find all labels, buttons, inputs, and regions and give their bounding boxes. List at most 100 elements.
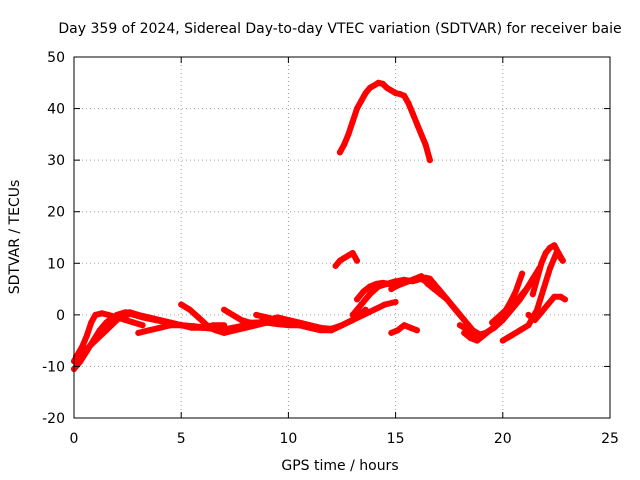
data-point xyxy=(98,310,105,317)
series-arc-10 xyxy=(332,250,360,269)
data-point xyxy=(418,131,425,138)
data-point xyxy=(336,149,343,156)
data-point xyxy=(474,332,481,339)
data-point xyxy=(523,286,530,293)
data-point xyxy=(178,301,185,308)
data-point xyxy=(407,324,414,331)
data-point xyxy=(113,311,120,318)
data-point xyxy=(497,311,504,318)
data-point xyxy=(384,84,390,91)
data-point xyxy=(544,301,551,308)
series-arc-8 xyxy=(253,306,369,334)
data-point xyxy=(306,324,313,331)
data-point xyxy=(547,244,553,251)
data-point xyxy=(396,280,403,287)
data-point xyxy=(562,296,568,303)
data-point xyxy=(88,319,95,326)
data-point xyxy=(122,309,129,316)
data-point xyxy=(253,311,260,318)
data-point xyxy=(414,121,420,127)
data-point xyxy=(360,288,367,295)
y-tick-label: -10 xyxy=(42,359,65,375)
data-point xyxy=(512,288,519,295)
data-point xyxy=(274,317,281,323)
data-point xyxy=(384,280,390,287)
y-tick-label: 30 xyxy=(47,153,65,169)
data-point xyxy=(491,324,498,331)
data-point xyxy=(448,301,455,308)
data-point xyxy=(394,327,401,334)
data-point xyxy=(388,329,395,336)
data-point xyxy=(519,270,526,277)
data-point xyxy=(317,327,324,334)
data-point xyxy=(178,322,185,329)
data-point xyxy=(195,314,202,321)
data-point xyxy=(96,329,103,336)
data-point xyxy=(538,309,545,316)
data-point xyxy=(231,327,238,334)
data-point xyxy=(212,327,219,334)
grid-lines xyxy=(74,57,610,418)
data-point xyxy=(238,317,245,323)
data-point xyxy=(414,327,420,334)
data-point xyxy=(229,311,236,318)
series-arc-20 xyxy=(525,293,568,323)
data-point xyxy=(255,319,262,326)
data-point xyxy=(79,342,86,349)
x-tick-label: 10 xyxy=(279,431,297,447)
data-point xyxy=(540,286,547,293)
data-point xyxy=(557,293,564,300)
data-point xyxy=(339,322,345,329)
data-point xyxy=(354,257,360,264)
data-point xyxy=(431,280,438,287)
data-point xyxy=(456,311,463,318)
series-arc-19 xyxy=(529,242,566,298)
data-point xyxy=(186,306,193,313)
data-point xyxy=(296,322,303,329)
series-arc-14 xyxy=(388,322,420,336)
y-tick-label: 0 xyxy=(56,308,65,324)
data-point xyxy=(405,100,412,107)
data-point xyxy=(409,110,416,117)
data-point xyxy=(517,327,523,334)
data-point xyxy=(379,80,386,87)
data-point xyxy=(499,317,506,323)
data-point xyxy=(465,327,472,334)
data-point xyxy=(81,348,88,354)
data-point xyxy=(73,353,80,360)
data-point xyxy=(444,296,451,303)
data-point xyxy=(92,337,99,344)
data-point xyxy=(345,131,352,138)
data-point xyxy=(542,250,549,256)
y-axis-label: SDTVAR / TECUs xyxy=(7,180,23,295)
data-point xyxy=(525,322,532,329)
data-point xyxy=(551,242,558,249)
data-point xyxy=(551,293,558,300)
data-point xyxy=(131,319,137,326)
data-point xyxy=(139,314,146,321)
data-point xyxy=(456,322,463,329)
data-point xyxy=(532,317,538,323)
data-point xyxy=(328,327,335,334)
data-point xyxy=(221,306,228,313)
x-axis-label: GPS time / hours xyxy=(281,458,398,474)
series-arc-1 xyxy=(71,310,146,365)
data-point xyxy=(362,306,369,313)
data-point xyxy=(131,311,137,318)
data-point xyxy=(375,283,382,290)
data-point xyxy=(401,278,408,285)
x-tick-label: 20 xyxy=(494,431,512,447)
data-point xyxy=(354,296,360,303)
data-point xyxy=(135,329,142,336)
data-point xyxy=(92,311,99,318)
data-point xyxy=(547,265,553,272)
data-point xyxy=(366,283,373,290)
data-point xyxy=(392,299,399,305)
data-point xyxy=(489,319,496,326)
series-trace xyxy=(525,293,568,323)
data-point xyxy=(264,314,270,321)
x-tick-label: 5 xyxy=(177,431,186,447)
data-point xyxy=(439,291,446,298)
